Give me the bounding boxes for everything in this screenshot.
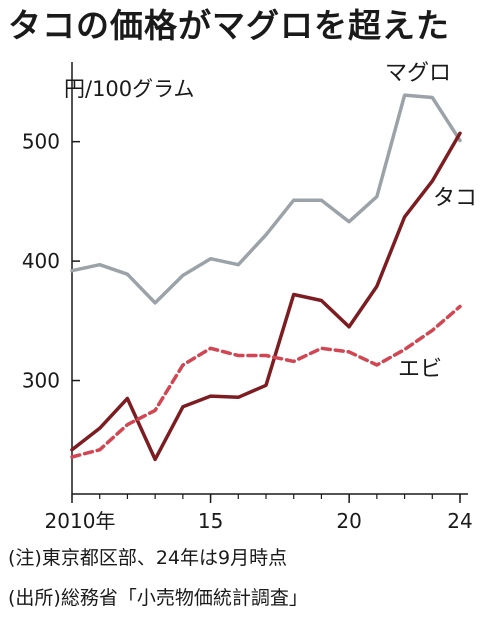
- chart-note: (注)東京都区部、24年は9月時点: [8, 547, 288, 569]
- x-tick-label: 2010年: [45, 509, 116, 533]
- series-label: エビ: [398, 357, 442, 382]
- y-tick-label: 300: [22, 369, 60, 393]
- series-line-1: [70, 93, 462, 305]
- x-tick-label: 24: [447, 509, 472, 533]
- chart-title: タコの価格がマグロを超えた: [8, 6, 450, 45]
- y-tick-label: 400: [22, 249, 60, 273]
- y-axis-label: 円/100グラム: [64, 77, 195, 101]
- axes: 300 400 500 2010年 15 20 24: [22, 62, 473, 533]
- series-line-3: [70, 304, 462, 459]
- x-tick-label: 20: [336, 509, 361, 533]
- series-line-2: [70, 131, 462, 462]
- y-tick-label: 500: [22, 130, 60, 154]
- x-tick-label: 15: [198, 509, 223, 533]
- series-lines: [70, 93, 462, 462]
- chart-source: (出所)総務省「小売物価統計調査」: [8, 587, 308, 609]
- series-label: マグロ: [385, 61, 451, 86]
- series-label: タコ: [433, 186, 477, 211]
